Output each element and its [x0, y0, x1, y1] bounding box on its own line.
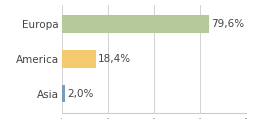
Text: 2,0%: 2,0%	[67, 89, 94, 99]
Text: 18,4%: 18,4%	[98, 54, 131, 64]
Bar	[62, 15, 209, 33]
Bar	[62, 85, 65, 102]
Text: 79,6%: 79,6%	[211, 19, 244, 29]
Bar	[62, 50, 95, 68]
